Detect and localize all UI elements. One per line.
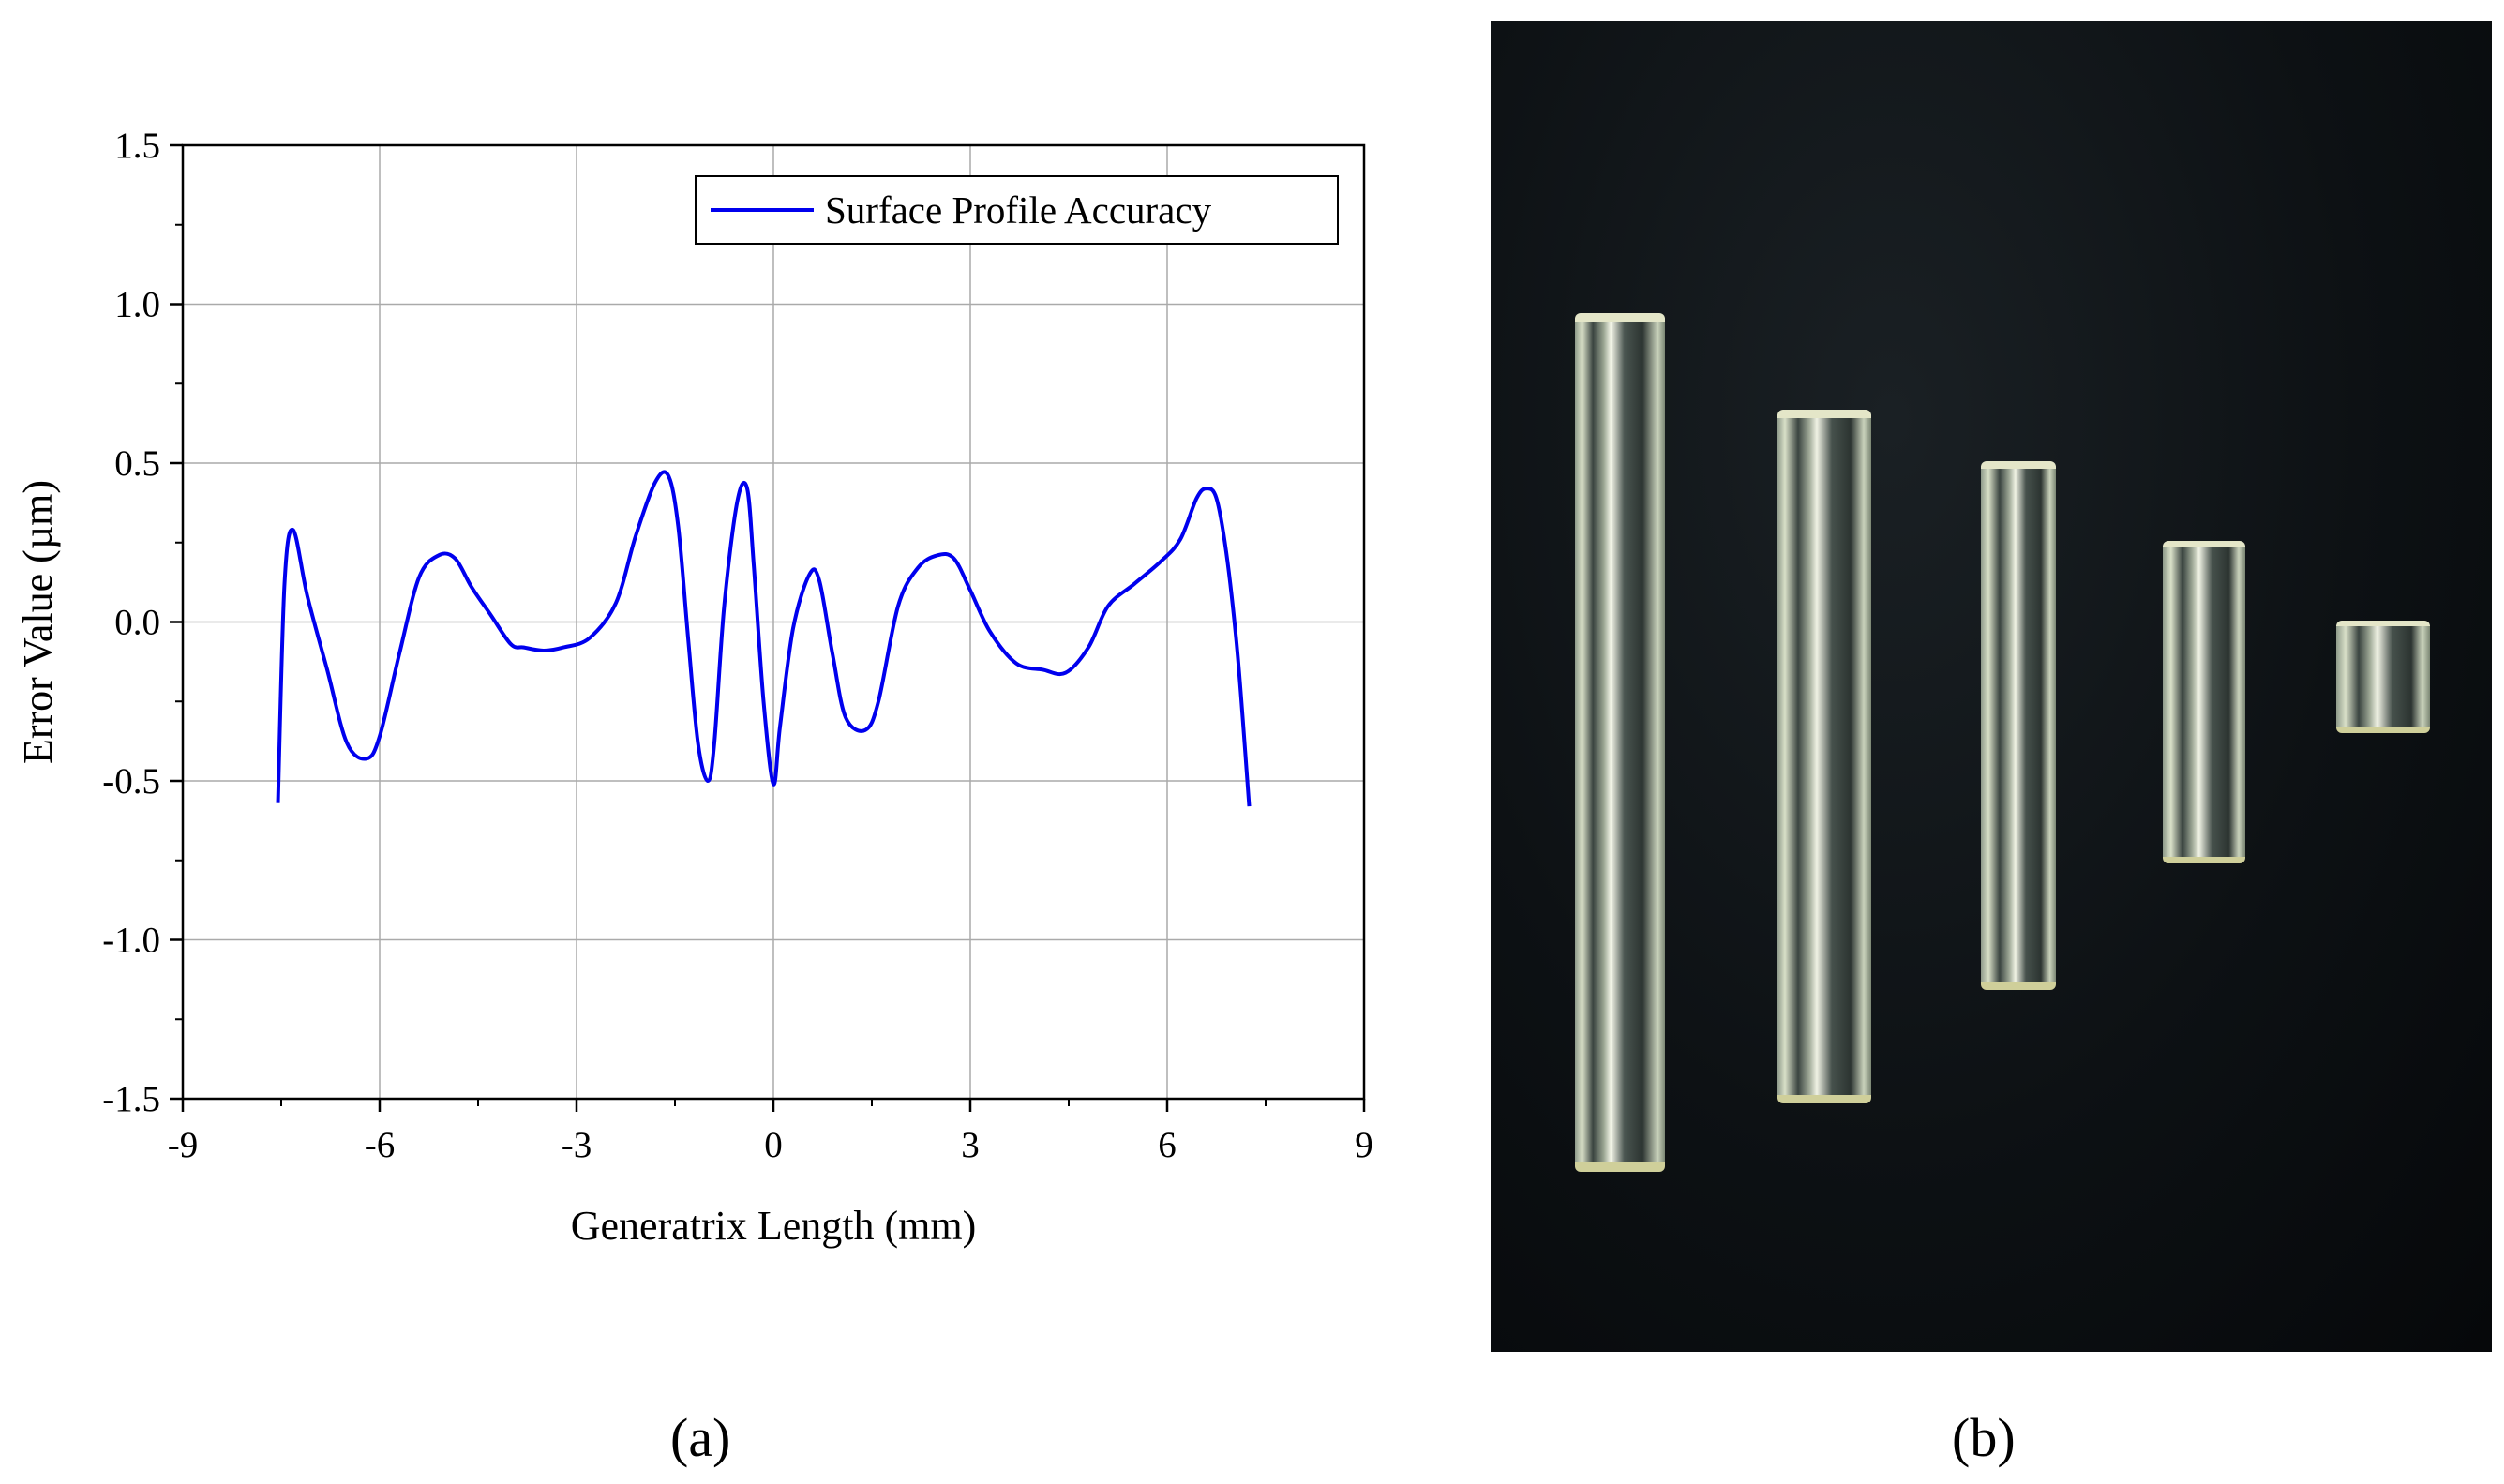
line-chart: -9 -6 -3 0 3 6 9 -1.5 -1.0 -0.5 0.0 0.5 1.0 1.5 Gener… (15, 126, 1373, 1249)
glass-rod-2 (1777, 410, 1871, 1103)
y-tick-label: -1.5 (102, 1079, 160, 1119)
y-tick-label: 0.0 (114, 603, 160, 643)
axis-ticks: -9 -6 -3 0 3 6 9 -1.5 -1.0 -0.5 0.0 0.5 1.0 1.5 (102, 126, 1373, 1165)
y-tick-label: 1.5 (114, 126, 160, 166)
y-tick-label: 1.0 (114, 285, 160, 325)
photo-glass-rods (1491, 21, 2492, 1352)
x-tick-label: -3 (562, 1125, 592, 1165)
x-tick-label: 3 (961, 1125, 980, 1165)
glass-rod-3 (1981, 461, 2056, 990)
x-tick-label: -6 (365, 1125, 396, 1165)
x-tick-label: 9 (1355, 1125, 1373, 1165)
glass-rod-5 (2336, 621, 2430, 733)
y-tick-label: -1.0 (102, 921, 160, 961)
grid-lines (182, 144, 1365, 1100)
legend-label: Surface Profile Accuracy (825, 188, 1212, 232)
x-axis-title: Generatrix Length (mm) (571, 1203, 977, 1249)
panel-label-b: (b) (1952, 1407, 2016, 1468)
glass-rod-1 (1575, 313, 1665, 1172)
panel-label-a: (a) (670, 1407, 731, 1468)
y-axis-title: Error Value (µm) (15, 480, 61, 764)
series-layer (276, 470, 1252, 807)
y-tick-label: -0.5 (102, 761, 160, 802)
y-tick-label: 0.5 (114, 443, 160, 484)
x-tick-label: 6 (1158, 1125, 1177, 1165)
x-tick-label: 0 (764, 1125, 783, 1165)
legend: Surface Profile Accuracy (695, 175, 1339, 245)
x-tick-label: -9 (168, 1125, 199, 1165)
series-line-surface-profile-accuracy (276, 470, 1252, 807)
glass-rod-4 (2163, 541, 2245, 863)
